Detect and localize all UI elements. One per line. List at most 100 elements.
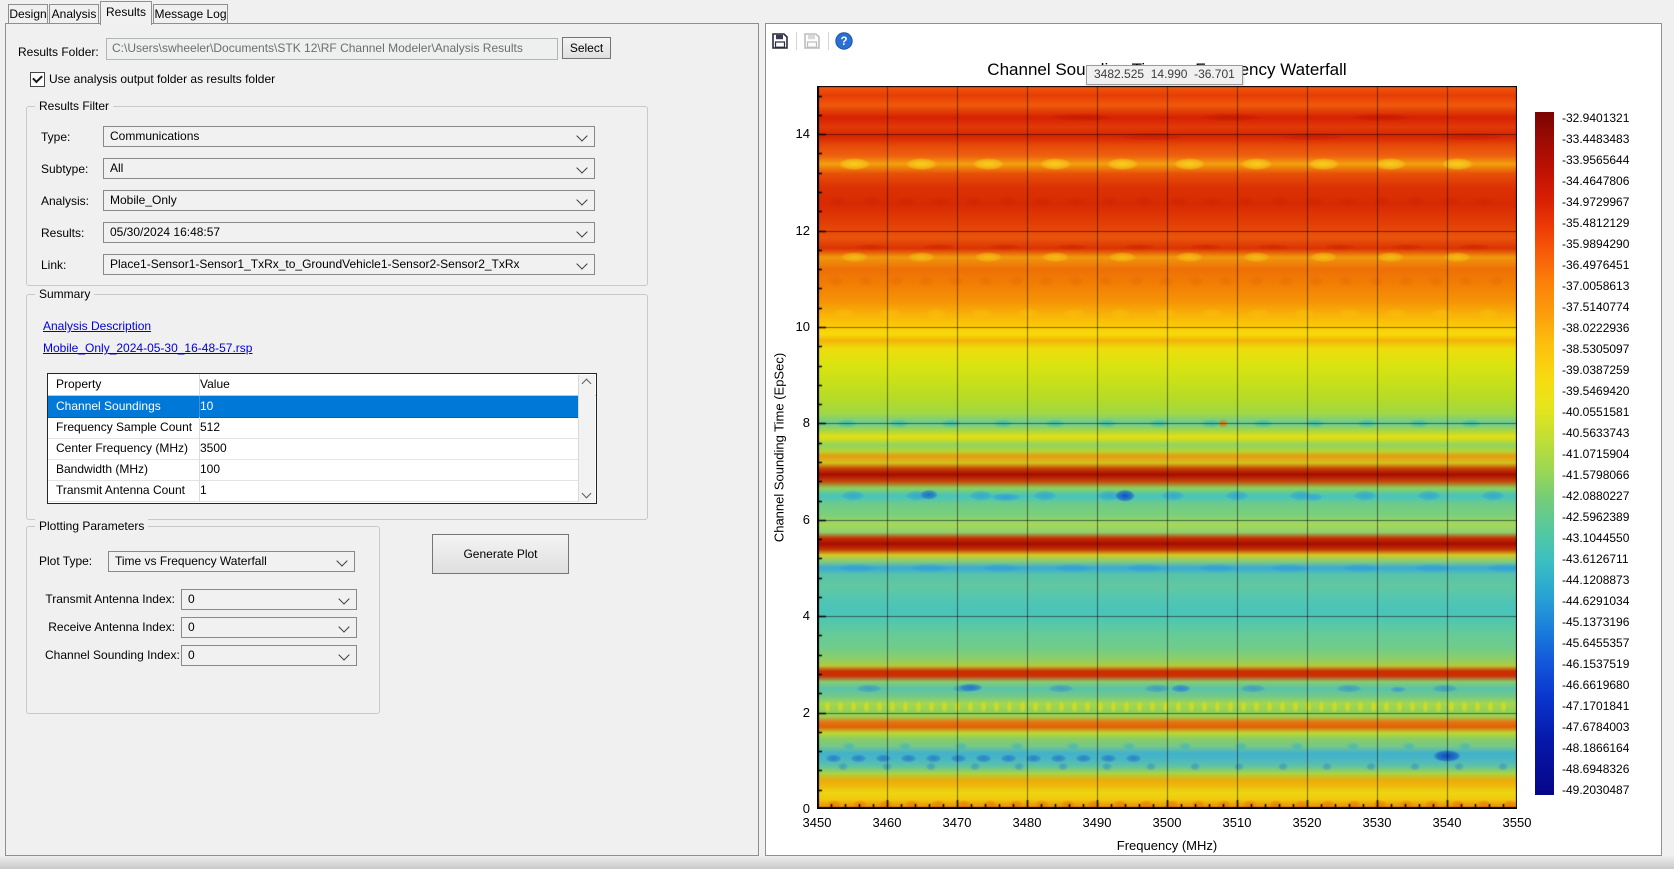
filter-combo-results[interactable]: 05/30/2024 16:48:57	[103, 222, 595, 243]
y-tick-label: 2	[778, 705, 810, 720]
save-copy-icon	[802, 31, 822, 51]
tab-results[interactable]: Results	[100, 1, 152, 25]
waterfall-heatmap[interactable]	[817, 86, 1517, 809]
use-output-folder-checkbox[interactable]	[30, 72, 45, 87]
results-filter-group: Results Filter Type:CommunicationsSubtyp…	[26, 106, 648, 286]
filter-label-analysis: Analysis:	[41, 194, 89, 208]
colorbar-label: -46.1537519	[1562, 657, 1654, 671]
table-scrollbar[interactable]	[578, 375, 595, 502]
filter-combo-subtype[interactable]: All	[103, 158, 595, 179]
chevron-down-icon	[338, 593, 349, 604]
receive-antenna-index-value: 0	[188, 620, 195, 634]
x-tick-label: 3520	[1285, 815, 1329, 830]
colorbar-label: -39.5469420	[1562, 384, 1654, 398]
tab-bar: DesignAnalysisResultsMessage Log	[0, 0, 1674, 24]
plotting-parameters-title: Plotting Parameters	[35, 519, 148, 533]
plot-type-value: Time vs Frequency Waterfall	[115, 554, 267, 568]
generate-plot-button[interactable]: Generate Plot	[432, 534, 569, 574]
colorbar-label: -43.6126711	[1562, 552, 1654, 566]
x-tick-label: 3500	[1145, 815, 1189, 830]
filter-combo-link[interactable]: Place1-Sensor1-Sensor1_TxRx_to_GroundVeh…	[103, 254, 595, 275]
select-folder-button[interactable]: Select	[562, 37, 611, 59]
cell-property: Bandwidth (MHz)	[48, 459, 200, 480]
colorbar-label: -40.5633743	[1562, 426, 1654, 440]
colorbar-label: -44.6291034	[1562, 594, 1654, 608]
colorbar-label: -38.5305097	[1562, 342, 1654, 356]
scroll-down-button[interactable]	[579, 487, 594, 502]
x-tick-label: 3470	[935, 815, 979, 830]
filter-combo-analysis[interactable]: Mobile_Only	[103, 190, 595, 211]
cell-value: 3500	[192, 438, 580, 459]
colorbar-label: -33.4483483	[1562, 132, 1654, 146]
tab-message-log[interactable]: Message Log	[153, 4, 228, 24]
x-tick-label: 3530	[1355, 815, 1399, 830]
colorbar-label: -41.5798066	[1562, 468, 1654, 482]
results-folder-label: Results Folder:	[18, 45, 99, 59]
channel-sounding-index-combo[interactable]: 0	[181, 645, 357, 666]
table-header-row: PropertyValue	[48, 374, 596, 396]
help-icon[interactable]: ?	[834, 31, 854, 51]
scroll-up-button[interactable]	[579, 375, 594, 390]
chevron-down-icon	[576, 130, 587, 141]
results-filter-title: Results Filter	[35, 99, 113, 113]
x-tick-label: 3490	[1075, 815, 1119, 830]
filter-value-subtype: All	[110, 161, 123, 175]
table-row[interactable]: Transmit Antenna Count1	[48, 480, 580, 502]
receive-antenna-index-combo[interactable]: 0	[181, 617, 357, 638]
colorbar	[1535, 112, 1554, 795]
toolbar-separator	[796, 32, 797, 50]
plot-panel: ? Channel Sounding Time vs Frequency Wat…	[765, 23, 1662, 856]
table-row[interactable]: Frequency Sample Count512	[48, 417, 580, 439]
y-tick-label: 10	[778, 319, 810, 334]
x-tick-label: 3550	[1495, 815, 1539, 830]
results-folder-input[interactable]: C:\Users\swheeler\Documents\STK 12\RF Ch…	[106, 38, 558, 60]
chevron-down-icon	[582, 489, 592, 499]
chevron-down-icon	[576, 162, 587, 173]
colorbar-label: -41.0715904	[1562, 447, 1654, 461]
y-tick-label: 14	[778, 126, 810, 141]
x-tick-label: 3460	[865, 815, 909, 830]
colorbar-label: -47.1701841	[1562, 699, 1654, 713]
colorbar-label: -42.0880227	[1562, 489, 1654, 503]
cell-value: 100	[192, 459, 580, 480]
analysis-description-link[interactable]: Analysis Description	[43, 319, 151, 333]
transmit-antenna-index-combo[interactable]: 0	[181, 589, 357, 610]
y-tick-label: 8	[778, 415, 810, 430]
colorbar-label: -37.0058613	[1562, 279, 1654, 293]
colorbar-label: -48.1866164	[1562, 741, 1654, 755]
chevron-down-icon	[336, 555, 347, 566]
tab-analysis[interactable]: Analysis	[49, 4, 99, 24]
channel-sounding-index-label: Channel Sounding Index:	[45, 648, 175, 662]
filter-value-analysis: Mobile_Only	[110, 193, 177, 207]
colorbar-label: -35.4812129	[1562, 216, 1654, 230]
cell-property: Frequency Sample Count	[48, 417, 200, 438]
table-row[interactable]: Bandwidth (MHz)100	[48, 459, 580, 481]
table-row[interactable]: Channel Soundings10	[48, 396, 580, 418]
cell-property: Center Frequency (MHz)	[48, 438, 200, 459]
colorbar-label: -45.1373196	[1562, 615, 1654, 629]
x-tick-label: 3480	[1005, 815, 1049, 830]
chevron-up-icon	[582, 379, 592, 389]
filter-label-type: Type:	[41, 130, 70, 144]
cell-value: 1	[192, 480, 580, 501]
filter-combo-type[interactable]: Communications	[103, 126, 595, 147]
colorbar-label: -36.4976451	[1562, 258, 1654, 272]
cell-value: 512	[192, 417, 580, 438]
filter-value-type: Communications	[110, 129, 199, 143]
save-icon[interactable]	[770, 31, 790, 51]
plot-type-combo[interactable]: Time vs Frequency Waterfall	[108, 551, 355, 572]
summary-table: PropertyValueChannel Soundings10Frequenc…	[47, 373, 597, 504]
colorbar-label: -34.4647806	[1562, 174, 1654, 188]
chevron-down-icon	[576, 226, 587, 237]
colorbar-label: -37.5140774	[1562, 300, 1654, 314]
filter-label-results: Results:	[41, 226, 84, 240]
colorbar-label: -39.0387259	[1562, 363, 1654, 377]
rsp-file-link[interactable]: Mobile_Only_2024-05-30_16-48-57.rsp	[43, 341, 252, 355]
table-row[interactable]: Center Frequency (MHz)3500	[48, 438, 580, 460]
y-tick-label: 4	[778, 608, 810, 623]
column-header-value: Value	[192, 374, 596, 395]
toolbar-separator	[828, 32, 829, 50]
tab-design[interactable]: Design	[8, 4, 48, 24]
colorbar-label: -34.9729967	[1562, 195, 1654, 209]
colorbar-label: -46.6619680	[1562, 678, 1654, 692]
